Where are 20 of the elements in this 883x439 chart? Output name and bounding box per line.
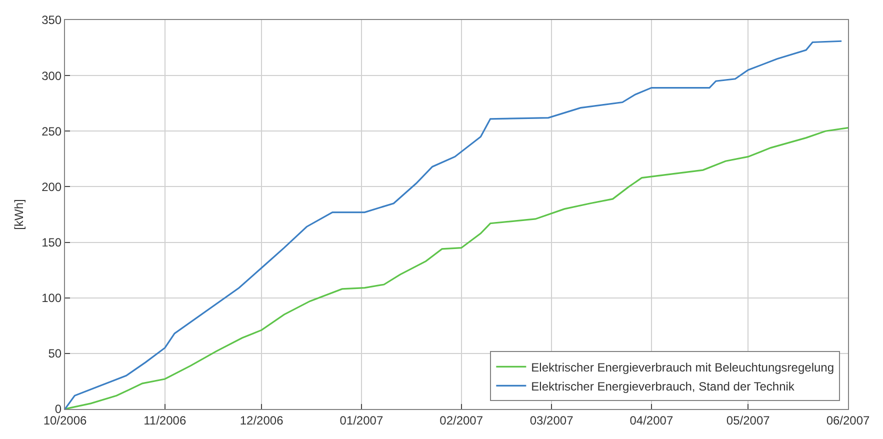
x-tick-label: 01/2007	[340, 413, 384, 428]
y-tick-label: 150	[42, 235, 62, 250]
line-series	[65, 127, 848, 409]
line-series	[65, 40, 842, 409]
y-tick-label: 200	[42, 180, 62, 194]
x-tick-label: 11/2006	[144, 413, 186, 428]
x-tick-label: 04/2007	[630, 413, 674, 428]
y-axis-title: [kWh]	[12, 199, 26, 230]
x-tick-label: 05/2007	[726, 413, 770, 428]
y-tick-label: 250	[42, 124, 62, 138]
y-tick-label: 100	[42, 291, 62, 306]
x-tick-label: 12/2006	[240, 413, 284, 428]
legend-label: Elektrischer Energieverbrauch mit Beleuchtungsregelung	[531, 360, 834, 374]
y-tick-label: 50	[48, 346, 62, 361]
x-tick-label: 03/2007	[530, 413, 574, 428]
legend-label: Elektrischer Energieverbrauch, Stand der Technik	[531, 379, 796, 394]
x-tick-label: 02/2007	[440, 413, 484, 428]
x-tick-label: 06/2007	[826, 413, 870, 428]
y-tick-label: 300	[42, 68, 62, 83]
y-tick-label: 350	[42, 13, 62, 28]
